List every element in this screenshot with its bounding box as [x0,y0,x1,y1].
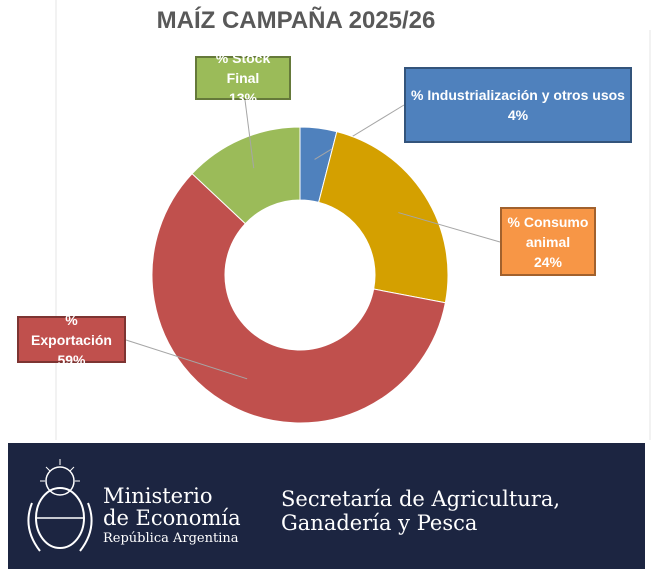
secretariat-line: Secretaría de Agricultura, [281,487,561,511]
label-name: % Consumo animal [507,213,589,250]
chart-title: MAÍZ CAMPAÑA 2025/26 [157,6,436,34]
label-name: % Stock Final [215,50,271,86]
label-name: % Exportación [31,311,112,348]
footer: Ministerio de Economía República Argenti… [8,443,645,569]
slice [318,131,449,304]
secretariat-line: Ganadería y Pesca [281,511,478,535]
leader-line [314,104,405,160]
data-label: % Consumo animal 24% [500,207,596,276]
leader-line [125,339,248,380]
data-label: % Exportación 59% [17,312,126,368]
label-value: 4% [507,107,529,123]
secretariat: Secretaría de Agricultura, Ganadería y P… [281,487,560,535]
ministry: Ministerio de Economía República Argenti… [103,485,241,549]
slice [191,126,301,225]
leader-line [244,99,255,169]
emblem [27,459,93,552]
slice [151,172,446,424]
label-value: 24% [533,253,563,270]
ministry-line: de Economía [103,506,241,530]
label-name: % Industrialización y otros usos [411,87,625,103]
country: República Argentina [103,531,239,546]
data-label: % Stock Final 13% [195,50,291,106]
data-label: % Industrialización y otros usos 4% [404,67,632,143]
label-value: 59% [57,351,86,368]
label-value: 13% [228,90,258,106]
leader-line [398,212,501,243]
chart: MAÍZ CAMPAÑA 2025/26 [55,0,651,440]
ministry-line: Ministerio [103,484,213,508]
